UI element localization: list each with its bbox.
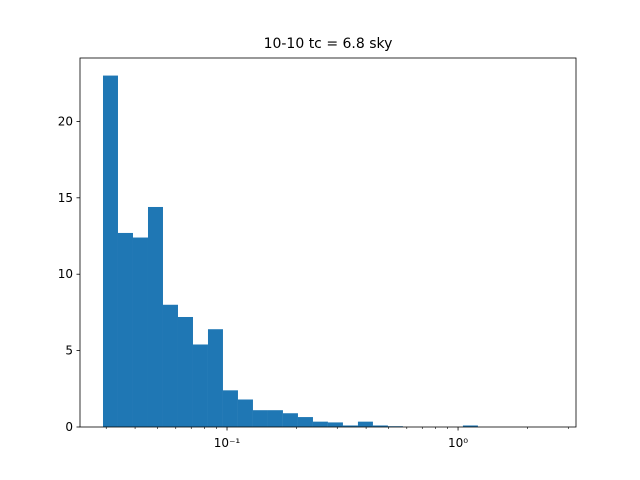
bar xyxy=(222,390,238,427)
bar xyxy=(297,417,313,427)
bar xyxy=(177,316,193,427)
y-tick-label: 0 xyxy=(65,420,73,434)
bar xyxy=(372,425,388,427)
bar xyxy=(252,410,268,427)
bar xyxy=(132,237,148,427)
x-tick-label: 10⁻¹ xyxy=(214,436,241,450)
bar xyxy=(312,421,328,427)
y-tick-label: 20 xyxy=(58,114,73,128)
bar xyxy=(207,329,223,427)
bar xyxy=(117,232,133,427)
y-tick-label: 10 xyxy=(58,267,73,281)
chart-title: 10-10 tc = 6.8 sky xyxy=(264,36,393,52)
bar xyxy=(267,410,283,427)
bar xyxy=(282,413,298,427)
y-tick-label: 15 xyxy=(58,191,73,205)
bar xyxy=(147,206,163,427)
bar xyxy=(237,399,253,427)
bar xyxy=(327,422,343,427)
bar xyxy=(342,425,358,427)
plot-frame xyxy=(79,57,577,428)
bar xyxy=(357,421,373,427)
bar xyxy=(192,344,208,427)
bar xyxy=(162,304,178,427)
x-tick-label: 10⁰ xyxy=(448,436,468,450)
bar xyxy=(102,75,118,428)
y-tick-label: 5 xyxy=(65,344,73,358)
bar xyxy=(462,425,478,427)
